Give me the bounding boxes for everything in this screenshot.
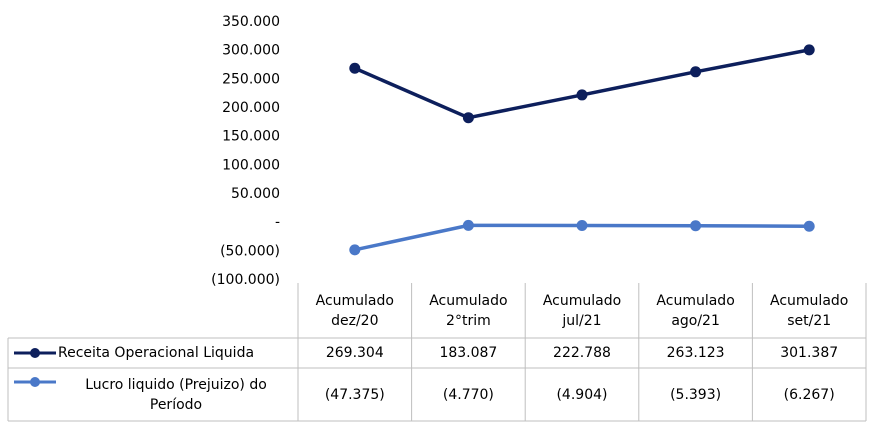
- marker: [803, 220, 815, 232]
- data-label: (6.267): [783, 386, 835, 403]
- marker: [690, 220, 702, 232]
- marker: [576, 89, 588, 101]
- data-label: 183.087: [439, 345, 498, 361]
- x-tick-label: Acumulado dez/20: [315, 292, 394, 329]
- data-label: 269.304: [325, 345, 384, 361]
- y-tick-label: 300.000: [222, 43, 280, 59]
- y-tick-label: 350.000: [222, 14, 280, 30]
- x-tick-label: Acumulado ago/21: [656, 292, 735, 329]
- y-tick-label: (100.000): [211, 272, 280, 288]
- y-tick-label: 150.000: [222, 129, 280, 145]
- y-tick-label: -: [275, 215, 280, 231]
- marker: [690, 66, 702, 78]
- data-label: (4.770): [442, 386, 494, 403]
- y-tick-label: 200.000: [222, 100, 280, 116]
- legend-label: Lucro liquido (Prejuizo) do Período: [85, 376, 267, 413]
- y-tick-label: 250.000: [222, 71, 280, 87]
- x-tick-label: Acumulado 2°trim: [429, 292, 508, 329]
- legend-label: Receita Operacional Liquida: [58, 345, 255, 361]
- marker: [349, 244, 361, 256]
- marker: [349, 62, 361, 74]
- data-label: (5.393): [670, 386, 722, 403]
- data-label: 301.387: [780, 345, 839, 361]
- series-line: [354, 48, 810, 120]
- marker: [576, 219, 588, 231]
- data-label: 263.123: [666, 345, 725, 361]
- legend-marker: [30, 348, 40, 358]
- marker: [462, 219, 474, 231]
- y-tick-label: (50.000): [220, 243, 280, 259]
- data-label: 222.788: [553, 345, 611, 361]
- marker: [462, 112, 474, 124]
- y-tick-label: 50.000: [231, 186, 280, 202]
- y-tick-label: 100.000: [222, 157, 280, 173]
- data-label: (47.375): [324, 386, 385, 403]
- legend-marker: [30, 377, 40, 387]
- x-tick-label: Acumulado jul/21: [542, 292, 622, 329]
- marker: [803, 44, 815, 56]
- x-tick-label: Acumulado set/21: [770, 292, 849, 329]
- data-label: (4.904): [556, 386, 608, 403]
